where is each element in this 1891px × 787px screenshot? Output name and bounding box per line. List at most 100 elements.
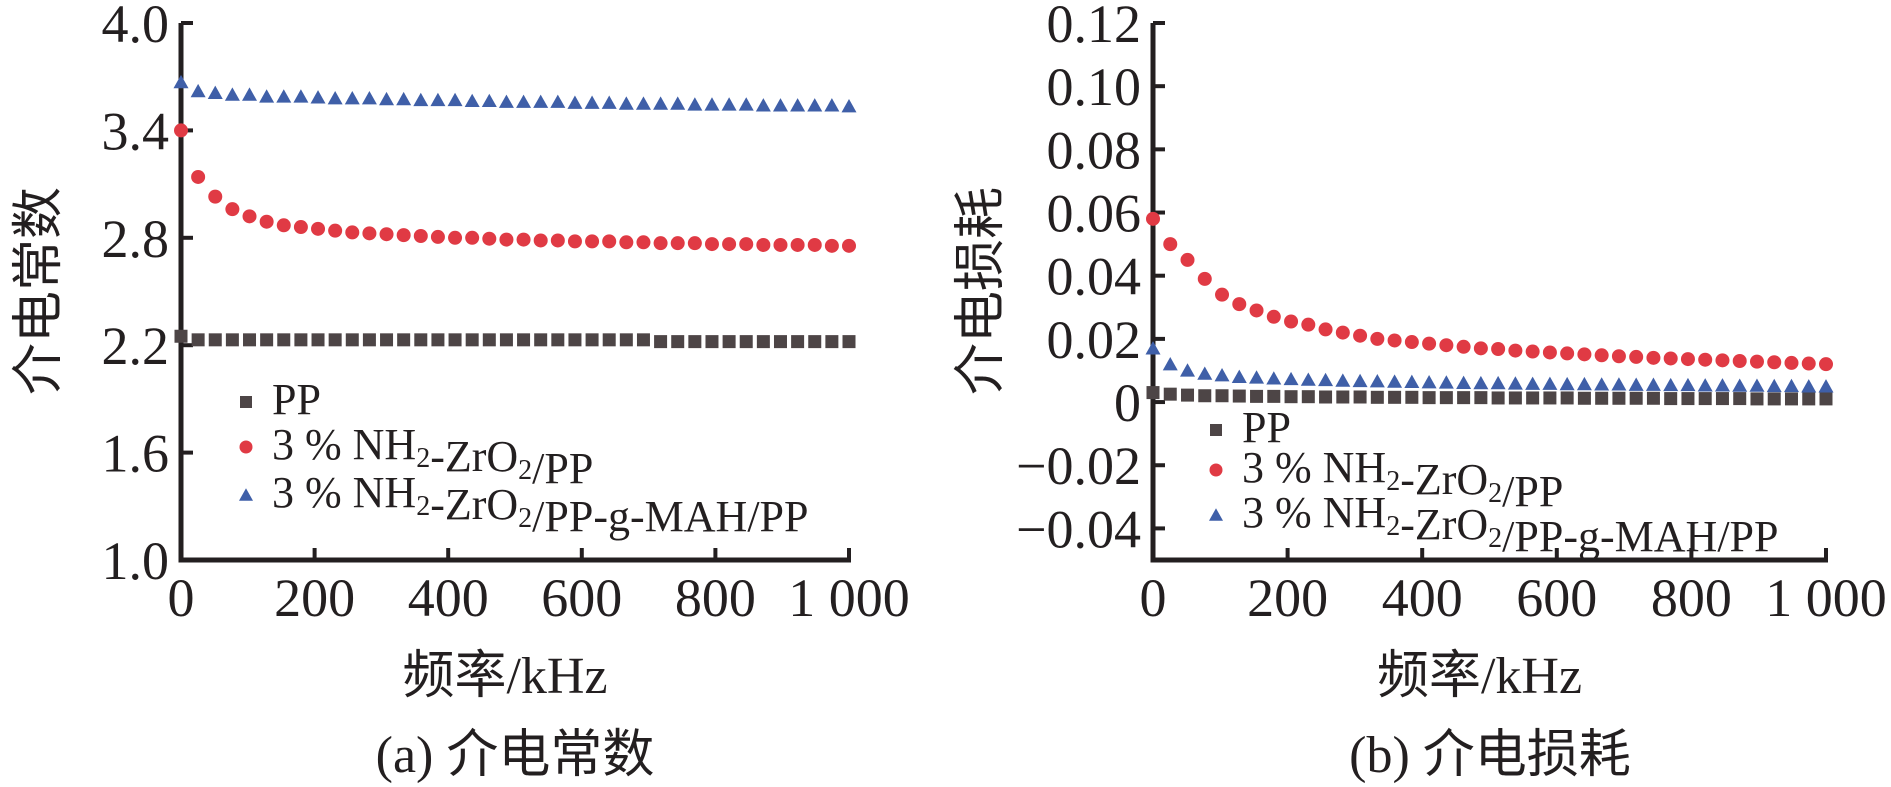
- data-point: [688, 335, 702, 349]
- data-point: [824, 238, 839, 253]
- legend-item: PP: [1210, 403, 1291, 452]
- legend-item: PP: [240, 375, 321, 424]
- data-point: [516, 94, 532, 108]
- data-point: [242, 87, 258, 101]
- data-point: [1560, 391, 1574, 405]
- data-point: [482, 231, 497, 246]
- data-point: [1526, 391, 1540, 405]
- data-point: [1422, 391, 1436, 405]
- data-point: [653, 236, 668, 251]
- data-point: [1319, 390, 1333, 404]
- data-point: [1283, 371, 1299, 386]
- data-point: [1611, 349, 1626, 364]
- y-axis-title: 介电常数: [11, 187, 68, 395]
- data-point: [1370, 331, 1385, 346]
- data-point: [550, 233, 565, 248]
- data-point: [208, 189, 223, 204]
- series-circle: [1146, 211, 1833, 372]
- data-point: [1491, 341, 1506, 356]
- data-point: [791, 335, 805, 349]
- data-point: [1646, 350, 1661, 365]
- data-point: [328, 223, 343, 238]
- data-point: [1576, 376, 1592, 391]
- data-point: [1698, 392, 1712, 406]
- data-point: [1318, 322, 1333, 337]
- legend-marker: [239, 440, 253, 454]
- data-point: [465, 230, 480, 245]
- legend-marker: [239, 488, 253, 501]
- legend-marker: [1209, 463, 1223, 477]
- data-point: [790, 98, 806, 112]
- data-point: [1749, 354, 1764, 369]
- x-tick-label: 1 000: [1765, 568, 1887, 628]
- data-point: [1612, 391, 1626, 405]
- data-point: [311, 221, 326, 236]
- series-square: [174, 329, 856, 349]
- data-point: [311, 333, 325, 347]
- data-point: [1801, 379, 1817, 393]
- y-tick-label: 0: [1114, 373, 1141, 433]
- data-point: [585, 234, 600, 249]
- data-point: [1680, 352, 1695, 367]
- data-point: [790, 237, 805, 252]
- data-point: [1215, 389, 1229, 403]
- data-point: [584, 95, 600, 109]
- data-point: [380, 333, 394, 347]
- data-point: [260, 333, 274, 347]
- data-point: [448, 230, 463, 245]
- data-point: [1594, 377, 1610, 391]
- data-point: [414, 333, 428, 347]
- data-point: [1490, 375, 1506, 390]
- data-point: [413, 229, 428, 244]
- data-point: [687, 236, 702, 251]
- data-point: [1301, 317, 1316, 332]
- data-point: [1766, 378, 1782, 393]
- data-point: [534, 333, 548, 347]
- data-point: [687, 97, 703, 111]
- legend-item: 3 % NH2-ZrO2/PP-g-MAH/PP: [239, 468, 808, 541]
- data-point: [1629, 349, 1644, 364]
- y-tick-label: 0.08: [1047, 120, 1142, 180]
- y-tick-label: 1.0: [102, 531, 170, 591]
- data-point: [345, 225, 360, 240]
- data-point: [1664, 392, 1678, 406]
- data-point: [568, 333, 582, 347]
- data-point: [601, 95, 617, 109]
- data-point: [1560, 346, 1575, 361]
- data-point: [174, 123, 188, 138]
- legend-marker: [240, 396, 252, 408]
- data-point: [379, 227, 394, 242]
- data-point: [1249, 370, 1265, 384]
- data-point: [208, 333, 222, 347]
- data-point: [1215, 287, 1230, 302]
- data-point: [670, 236, 685, 251]
- data-point: [1439, 338, 1454, 353]
- data-point: [1318, 372, 1334, 387]
- data-point: [1507, 376, 1523, 390]
- data-point: [1180, 252, 1195, 267]
- data-point: [1577, 391, 1591, 405]
- data-point: [1698, 352, 1713, 367]
- x-tick-label: 0: [168, 568, 195, 628]
- data-point: [1438, 375, 1454, 389]
- data-point: [1404, 335, 1419, 350]
- x-tick-label: 800: [1651, 568, 1732, 628]
- data-point: [619, 235, 634, 250]
- data-point: [1663, 351, 1678, 366]
- data-point: [825, 335, 839, 349]
- data-point: [1146, 386, 1160, 400]
- y-tick-label: 0.02: [1047, 310, 1142, 370]
- data-point: [362, 333, 376, 347]
- data-point: [619, 333, 633, 347]
- data-point: [1750, 392, 1764, 406]
- data-point: [1387, 333, 1402, 348]
- data-point: [243, 333, 257, 347]
- data-point: [618, 96, 634, 110]
- x-tick-label: 200: [1247, 568, 1328, 628]
- data-point: [1353, 328, 1368, 343]
- data-point: [567, 95, 583, 109]
- data-point: [345, 333, 359, 347]
- y-tick-label: 2.8: [102, 209, 170, 269]
- legend-label: 3 % NH2-ZrO2/PP: [1242, 443, 1563, 516]
- data-point: [755, 98, 771, 112]
